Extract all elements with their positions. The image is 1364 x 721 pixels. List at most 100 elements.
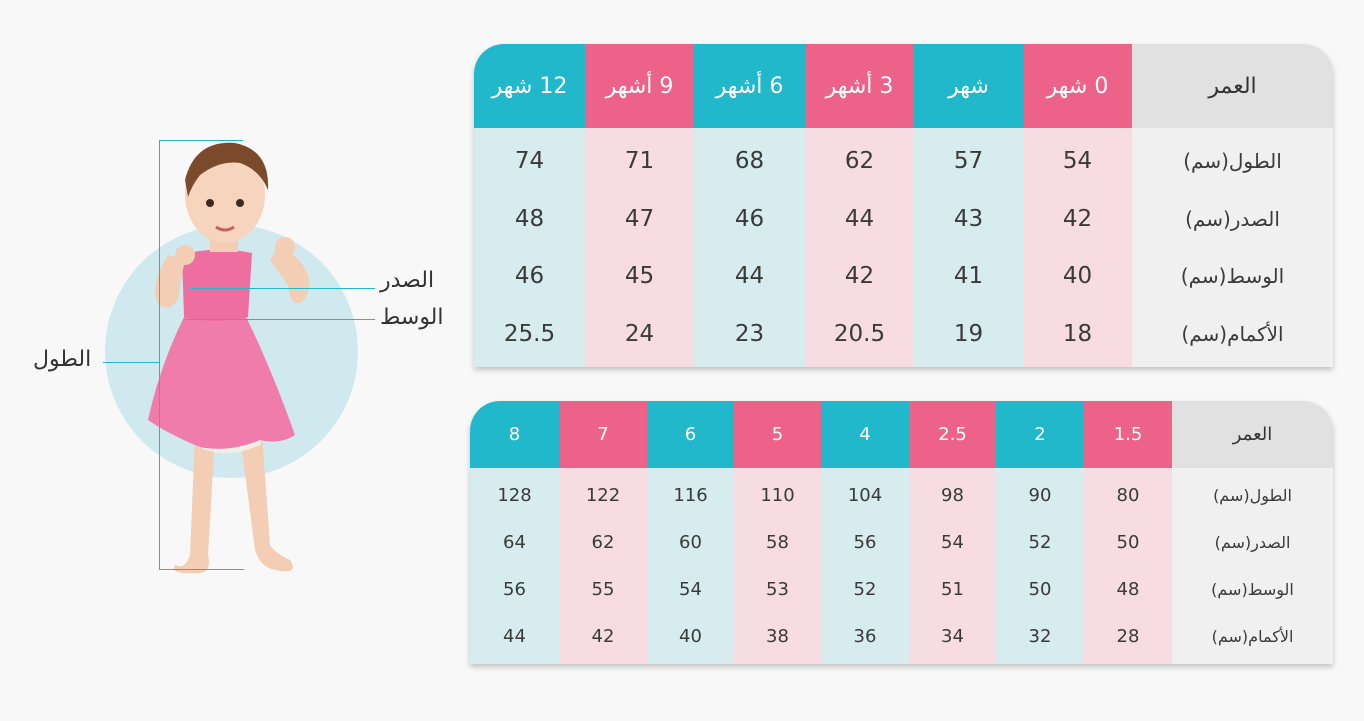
- value-cell: 34: [941, 626, 964, 647]
- row-label-length: الطول(سم): [1183, 148, 1282, 173]
- row-label-chest: الصدر(سم): [1185, 206, 1280, 231]
- value-cell: 104: [847, 485, 883, 506]
- value-cell: 42: [844, 263, 875, 290]
- value-cell: 52: [853, 579, 877, 600]
- age-cell: 2.5: [909, 401, 996, 468]
- value-cell: 47: [624, 205, 655, 232]
- value-cell: 74: [514, 147, 545, 174]
- age-cell: 6: [647, 401, 734, 468]
- age-cell: 5: [734, 401, 821, 468]
- value-cell: 56: [503, 579, 526, 600]
- value-cell: 80: [1116, 485, 1140, 506]
- row-label-sleeves: الأكمام(سم): [1211, 627, 1294, 646]
- value-cell: 41: [953, 263, 984, 290]
- value-cell: 40: [679, 626, 702, 647]
- size-column: 12 شهر 74 48 46 25.5: [474, 44, 585, 367]
- chest-label: الصدر: [380, 268, 435, 293]
- value-cell: 43: [953, 205, 984, 232]
- row-label-length: الطول(سم): [1213, 486, 1292, 505]
- waist-label: الوسط: [380, 305, 444, 330]
- value-cell: 32: [1028, 626, 1052, 647]
- age-cell: 4: [821, 401, 909, 468]
- size-column: 8 128 64 56 44: [470, 401, 559, 664]
- size-column: 9 أشهر 71 47 45 24: [585, 44, 694, 367]
- length-bracket: [159, 140, 160, 570]
- chest-line: [190, 288, 375, 289]
- value-cell: 48: [514, 205, 545, 232]
- age-cell: 0 شهر: [1023, 44, 1132, 128]
- value-cell: 50: [1116, 532, 1140, 553]
- age-cell: 6 أشهر: [694, 44, 805, 128]
- child-size-table: العمر الطول(سم) الصدر(سم) الوسط(سم) الأك…: [470, 401, 1333, 664]
- age-cell: 2: [996, 401, 1084, 468]
- size-column: 0 شهر 54 42 40 18: [1023, 44, 1132, 367]
- value-cell: 54: [941, 532, 964, 553]
- value-cell: 45: [624, 263, 655, 290]
- age-cell: 1.5: [1084, 401, 1172, 468]
- size-column: 2 90 52 50 32: [996, 401, 1084, 664]
- value-cell: 62: [591, 532, 615, 553]
- child-illustration: [148, 142, 309, 574]
- age-cell: 12 شهر: [474, 44, 585, 128]
- value-cell: 38: [766, 626, 789, 647]
- row-label-column: العمر الطول(سم) الصدر(سم) الوسط(سم) الأك…: [1172, 401, 1333, 664]
- value-cell: 42: [1062, 205, 1093, 232]
- age-cell: 7: [559, 401, 647, 468]
- value-cell: 40: [1062, 263, 1093, 290]
- size-column: 2.5 98 54 51 34: [909, 401, 996, 664]
- infant-size-table: العمر الطول(سم) الصدر(سم) الوسط(سم) الأك…: [474, 44, 1333, 367]
- row-label-sleeves: الأكمام(سم): [1181, 322, 1284, 347]
- value-cell: 18: [1062, 321, 1093, 348]
- value-cell: 90: [1028, 485, 1052, 506]
- size-guide-figure: الصدر الوسط الطول: [0, 0, 460, 721]
- size-column: شهر 57 43 41 19: [914, 44, 1023, 367]
- waist-line: [185, 319, 375, 320]
- value-cell: 25.5: [503, 321, 556, 348]
- value-cell: 53: [766, 579, 789, 600]
- value-cell: 19: [953, 321, 984, 348]
- size-column: 6 أشهر 68 46 44 23: [694, 44, 805, 367]
- value-cell: 110: [760, 485, 795, 506]
- value-cell: 28: [1116, 626, 1140, 647]
- value-cell: 51: [941, 579, 964, 600]
- value-cell: 54: [679, 579, 702, 600]
- size-column: 3 أشهر 62 44 42 20.5: [805, 44, 914, 367]
- length-bracket-bottom: [159, 569, 244, 570]
- value-cell: 60: [679, 532, 702, 553]
- value-cell: 56: [853, 532, 877, 553]
- value-cell: 20.5: [833, 321, 886, 348]
- age-header: العمر: [1132, 44, 1333, 128]
- value-cell: 52: [1028, 532, 1052, 553]
- value-cell: 44: [503, 626, 526, 647]
- value-cell: 23: [734, 321, 765, 348]
- length-bracket-top: [159, 140, 243, 141]
- value-cell: 122: [585, 485, 621, 506]
- value-cell: 44: [844, 205, 875, 232]
- size-column: 1.5 80 50 48 28: [1084, 401, 1172, 664]
- value-cell: 46: [734, 205, 765, 232]
- size-column: 5 110 58 53 38: [734, 401, 821, 664]
- value-cell: 58: [766, 532, 789, 553]
- value-cell: 128: [497, 485, 532, 506]
- length-label: الطول: [33, 347, 92, 372]
- value-cell: 54: [1062, 147, 1093, 174]
- age-cell: 8: [470, 401, 559, 468]
- age-cell: 9 أشهر: [585, 44, 694, 128]
- value-cell: 50: [1028, 579, 1052, 600]
- value-cell: 48: [1116, 579, 1140, 600]
- value-cell: 57: [953, 147, 984, 174]
- age-cell: 3 أشهر: [805, 44, 914, 128]
- row-label-waist: الوسط(سم): [1211, 580, 1294, 599]
- age-cell: شهر: [914, 44, 1023, 128]
- value-cell: 64: [503, 532, 526, 553]
- size-column: 6 116 60 54 40: [647, 401, 734, 664]
- size-column: 7 122 62 55 42: [559, 401, 647, 664]
- age-header: العمر: [1172, 401, 1333, 468]
- value-cell: 44: [734, 263, 765, 290]
- value-cell: 36: [853, 626, 877, 647]
- row-label-waist: الوسط(سم): [1180, 264, 1285, 289]
- value-cell: 62: [844, 147, 875, 174]
- value-cell: 46: [514, 263, 545, 290]
- value-cell: 24: [624, 321, 655, 348]
- value-cell: 55: [591, 579, 615, 600]
